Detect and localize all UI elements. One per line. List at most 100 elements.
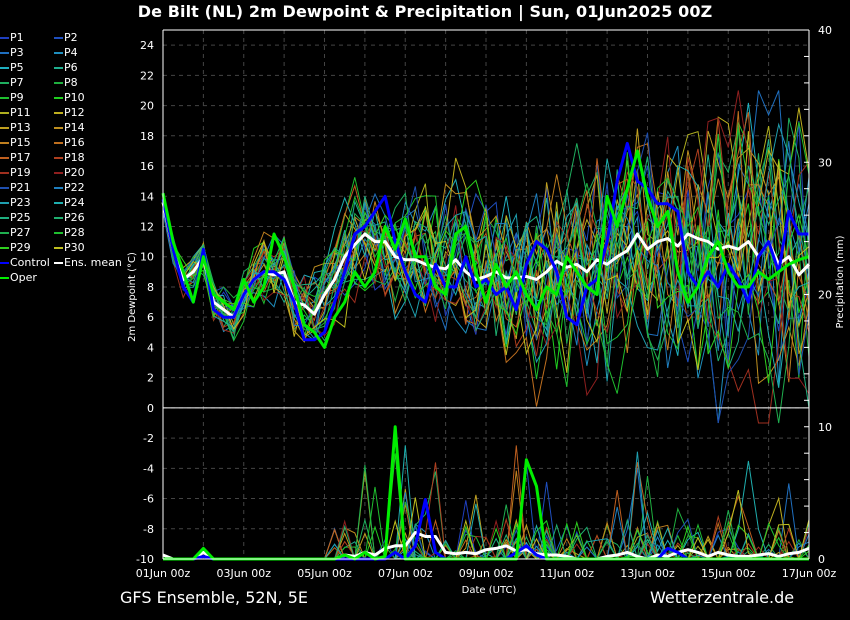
legend-label: P8 [64, 76, 78, 89]
legend-swatch [54, 262, 63, 264]
member-line-p30 [162, 131, 810, 373]
legend-swatch [54, 172, 63, 174]
legend-label: P24 [64, 196, 85, 209]
legend-label: P18 [64, 151, 85, 164]
legend-label: P30 [64, 241, 85, 254]
legend-swatch [54, 142, 63, 144]
legend-label: P28 [64, 226, 85, 239]
member-line-p25 [162, 195, 810, 409]
legend-label: Ens. mean [64, 256, 122, 269]
member-line-p13 [162, 128, 810, 355]
ens-mean-dewpoint-line [161, 201, 811, 319]
legend-item-p22: P22 [54, 181, 85, 195]
y-tick-label: -8 [143, 523, 154, 536]
legend-item-p25: P25 [0, 211, 31, 225]
legend-item-p3: P3 [0, 46, 24, 60]
legend-label: P26 [64, 211, 85, 224]
legend-item-p15: P15 [0, 136, 31, 150]
y2-tick-label: 30 [818, 156, 832, 169]
y2-tick-label: 20 [818, 289, 832, 302]
y-axis-label: 2m Dewpoint (°C) [127, 252, 138, 342]
legend-item-p23: P23 [0, 196, 31, 210]
legend-swatch [54, 82, 63, 84]
legend-label: P10 [64, 91, 85, 104]
legend-label: P25 [10, 211, 31, 224]
y-tick-label: 8 [147, 281, 154, 294]
legend-item-p1: P1 [0, 31, 24, 45]
legend-label: P14 [64, 121, 85, 134]
legend-swatch [0, 277, 9, 279]
legend-item-ens-mean: Ens. mean [54, 256, 122, 270]
member-line-p28 [162, 121, 810, 394]
legend-item-p27: P27 [0, 226, 31, 240]
legend-label: P27 [10, 226, 31, 239]
legend-label: P1 [10, 31, 24, 44]
y-tick-label: 0 [147, 402, 154, 415]
y-tick-label: -2 [143, 432, 154, 445]
legend-label: P23 [10, 196, 31, 209]
legend-label: P13 [10, 121, 31, 134]
x-tick-label: 13Jun 00z [620, 567, 675, 580]
y-tick-label: 12 [140, 220, 154, 233]
legend-swatch [0, 67, 9, 69]
legend-swatch [54, 187, 63, 189]
x-tick-label: 03Jun 00z [217, 567, 272, 580]
legend-label: P21 [10, 181, 31, 194]
legend-label: P29 [10, 241, 31, 254]
legend-swatch [0, 202, 9, 204]
legend-swatch [0, 82, 9, 84]
member-line-p14 [162, 150, 810, 385]
legend-label: P15 [10, 136, 31, 149]
y-tick-label: 14 [140, 190, 154, 203]
legend-label: Oper [10, 271, 37, 284]
legend-item-p10: P10 [54, 91, 85, 105]
y-tick-label: 18 [140, 130, 154, 143]
legend-swatch [0, 97, 9, 99]
legend-label: P12 [64, 106, 85, 119]
y-tick-label: 22 [140, 69, 154, 82]
legend-swatch [54, 37, 63, 39]
legend-label: P7 [10, 76, 24, 89]
legend-swatch [0, 142, 9, 144]
legend-swatch [54, 127, 63, 129]
legend-label: P3 [10, 46, 24, 59]
legend-swatch [0, 37, 9, 39]
legend-label: P19 [10, 166, 31, 179]
legend-swatch [0, 262, 9, 264]
legend-swatch [0, 127, 9, 129]
legend-item-p26: P26 [54, 211, 85, 225]
legend-item-p20: P20 [54, 166, 85, 180]
legend-item-p13: P13 [0, 121, 31, 135]
y-tick-label: -4 [143, 462, 154, 475]
legend-label: P6 [64, 61, 78, 74]
legend-item-p16: P16 [54, 136, 85, 150]
legend-item-p21: P21 [0, 181, 31, 195]
y-tick-label: 10 [140, 251, 154, 264]
legend-item-p14: P14 [54, 121, 85, 135]
x-tick-label: 17Jun 00z [782, 567, 837, 580]
legend-swatch [54, 202, 63, 204]
legend-item-p30: P30 [54, 241, 85, 255]
y-tick-label: -6 [143, 493, 154, 506]
legend-label: P20 [64, 166, 85, 179]
y-tick-label: 4 [147, 341, 154, 354]
legend-item-p6: P6 [54, 61, 78, 75]
legend-swatch [0, 157, 9, 159]
legend-item-p4: P4 [54, 46, 78, 60]
member-line-p11 [162, 126, 810, 339]
y2-tick-label: 40 [818, 24, 832, 37]
x-axis-label: Date (UTC) [462, 585, 517, 596]
x-tick-label: 11Jun 00z [540, 567, 595, 580]
legend-swatch [0, 187, 9, 189]
y-tick-label: -10 [136, 553, 154, 566]
y2-tick-label: 10 [818, 421, 832, 434]
legend-item-p7: P7 [0, 76, 24, 90]
legend-label: P17 [10, 151, 31, 164]
x-tick-label: 05Jun 00z [297, 567, 352, 580]
legend-item-p19: P19 [0, 166, 31, 180]
legend-label: P5 [10, 61, 24, 74]
x-tick-label: 09Jun 00z [459, 567, 514, 580]
legend-swatch [54, 217, 63, 219]
legend-item-p28: P28 [54, 226, 85, 240]
y-tick-label: 16 [140, 160, 154, 173]
